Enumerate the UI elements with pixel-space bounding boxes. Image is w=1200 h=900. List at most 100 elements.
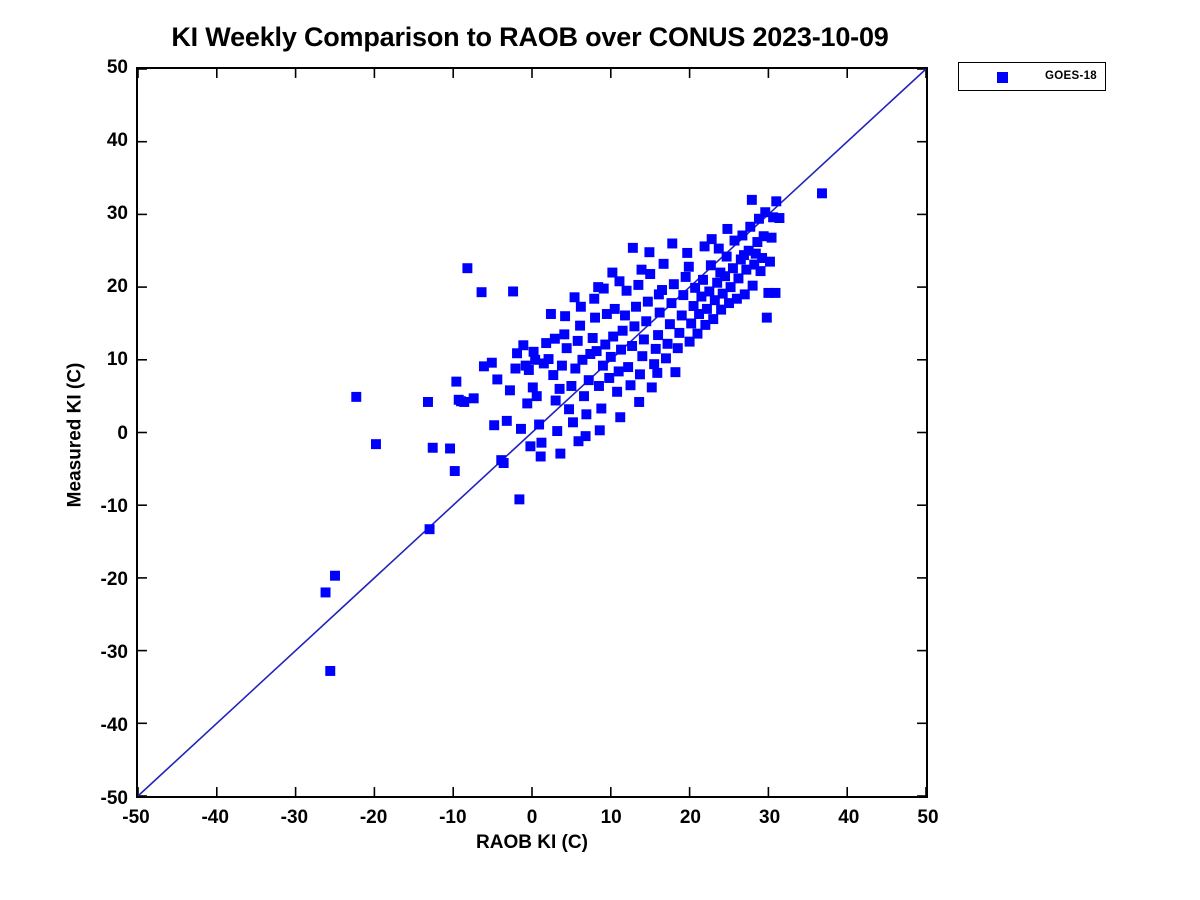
- data-point: [514, 494, 525, 505]
- data-point: [724, 298, 734, 309]
- data-point: [774, 213, 785, 224]
- data-point: [686, 318, 697, 329]
- data-point: [575, 301, 586, 312]
- data-point: [721, 251, 732, 262]
- one-to-one-line: [138, 69, 926, 796]
- data-point: [739, 289, 750, 300]
- data-point: [523, 365, 534, 375]
- data-point: [550, 395, 561, 406]
- data-point: [690, 282, 701, 293]
- data-point: [583, 375, 594, 386]
- data-point: [770, 287, 781, 298]
- y-tick-label: 40: [106, 130, 128, 152]
- y-tick-label: -50: [100, 788, 128, 809]
- data-point: [478, 361, 489, 372]
- data-point: [760, 207, 771, 218]
- data-point: [633, 279, 644, 290]
- data-point: [604, 373, 615, 383]
- data-point: [468, 393, 479, 404]
- axis-ticks: [138, 69, 926, 796]
- data-point: [534, 419, 545, 430]
- data-point: [596, 403, 607, 414]
- plot-area: [136, 67, 928, 798]
- data-point: [771, 196, 782, 207]
- data-point: [548, 370, 559, 381]
- data-point: [449, 466, 460, 477]
- data-point: [555, 448, 566, 459]
- y-tick-label: -40: [100, 714, 128, 736]
- data-point: [527, 382, 538, 393]
- x-tick-label: 10: [600, 807, 622, 828]
- data-point: [423, 396, 433, 407]
- data-point: [620, 310, 630, 321]
- data-point: [682, 247, 693, 258]
- data-point: [566, 380, 577, 391]
- data-point: [598, 283, 609, 294]
- x-tick-label: -50: [122, 807, 150, 828]
- data-point: [698, 274, 708, 285]
- data-point: [636, 264, 647, 275]
- data-point: [612, 386, 623, 397]
- data-point: [581, 409, 592, 420]
- y-tick-label: 30: [106, 203, 128, 225]
- data-point: [637, 351, 648, 362]
- data-point: [510, 363, 521, 374]
- data-point: [554, 383, 565, 394]
- data-point: [727, 263, 738, 274]
- data-point: [621, 285, 632, 296]
- data-point: [653, 289, 664, 300]
- data-point: [569, 292, 580, 303]
- data-point: [623, 362, 634, 373]
- data-point: [709, 295, 720, 306]
- data-point: [705, 260, 716, 271]
- data-point: [504, 385, 515, 396]
- data-point: [486, 357, 497, 368]
- data-point: [608, 331, 619, 342]
- data-point: [536, 437, 547, 448]
- legend-box[interactable]: GOES-18: [958, 62, 1106, 91]
- data-point: [725, 282, 736, 293]
- x-tick-label: 0: [526, 807, 538, 828]
- data-point: [699, 241, 710, 252]
- data-point: [761, 312, 772, 323]
- x-tick-label: 50: [917, 807, 939, 828]
- data-point: [515, 423, 526, 434]
- data-point: [528, 346, 539, 357]
- scatter-plot-svg: [138, 69, 926, 796]
- data-point: [320, 587, 331, 598]
- data-point: [766, 232, 777, 243]
- data-point: [609, 303, 620, 314]
- y-tick-label: 10: [106, 349, 128, 371]
- data-point: [634, 396, 645, 407]
- data-point: [543, 354, 554, 365]
- data-point: [590, 312, 601, 323]
- data-point: [631, 301, 641, 312]
- data-point: [451, 376, 462, 387]
- data-point: [585, 349, 596, 359]
- data-point-group: [320, 188, 827, 676]
- data-point: [573, 436, 584, 447]
- data-point: [741, 264, 752, 275]
- data-point: [688, 301, 699, 311]
- data-point: [617, 325, 628, 336]
- data-point: [594, 380, 604, 391]
- data-point: [351, 391, 362, 402]
- data-point: [654, 307, 665, 318]
- data-point: [512, 348, 523, 359]
- y-axis-title: Measured KI (C): [64, 362, 86, 508]
- data-point: [817, 188, 827, 199]
- y-tick-label: 50: [106, 57, 128, 78]
- data-point: [752, 237, 763, 247]
- data-point: [549, 333, 560, 344]
- data-point: [713, 243, 724, 254]
- data-point: [564, 404, 575, 415]
- data-point: [580, 431, 591, 442]
- x-tick-label: -40: [201, 807, 229, 828]
- data-point: [559, 329, 570, 340]
- data-point: [552, 426, 563, 437]
- data-point: [492, 374, 503, 385]
- data-point: [489, 420, 500, 431]
- data-point: [371, 439, 381, 450]
- x-tick-label: -10: [439, 807, 467, 828]
